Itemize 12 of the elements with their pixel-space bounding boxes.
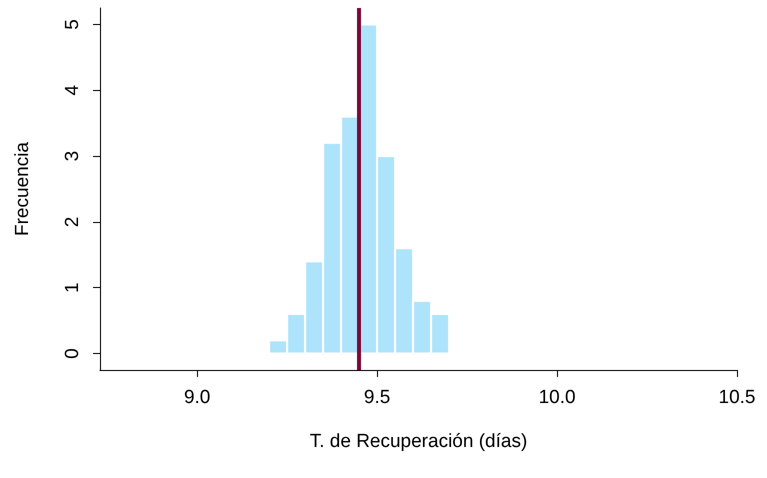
x-axis-title: T. de Recuperación (días) — [310, 431, 528, 452]
y-tick-label: 2 — [62, 216, 83, 228]
x-tick-label: 9.0 — [184, 387, 210, 408]
x-tick-label: 9.5 — [364, 387, 390, 408]
x-tick-label: 10.5 — [718, 387, 756, 408]
y-tick-label: 4 — [62, 84, 83, 96]
y-tick-label: 1 — [62, 282, 83, 294]
y-tick-label: 0 — [62, 348, 83, 359]
y-tick-label: 5 — [62, 19, 83, 30]
y-axis-title: Frecuencia — [12, 142, 33, 236]
y-tick-label: 3 — [62, 150, 83, 162]
x-tick-label: 10.0 — [538, 387, 576, 408]
